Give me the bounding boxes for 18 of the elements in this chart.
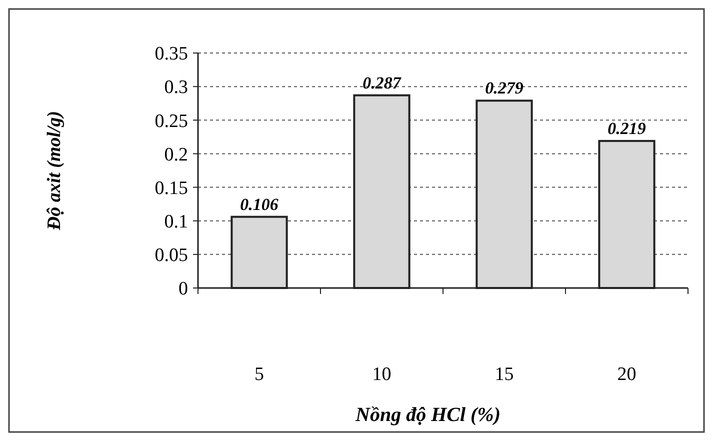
y-tick-label: 0.3 (164, 77, 188, 98)
y-axis-title: Độ axit (mol/g) (44, 110, 65, 232)
y-tick-label: 0.25 (154, 110, 188, 132)
data-label: 0.106 (240, 194, 279, 214)
data-label: 0.279 (485, 78, 524, 98)
y-tick-label: 0.05 (154, 245, 188, 266)
y-tick-label: 0 (178, 278, 188, 300)
x-tick-label: 20 (617, 364, 636, 385)
y-tick-label: 0.35 (154, 44, 188, 65)
data-label: 0.219 (608, 118, 646, 138)
data-label: 0.287 (362, 73, 402, 92)
y-tick-label: 0.15 (154, 178, 188, 199)
y-tick-label: 0.1 (164, 212, 188, 233)
x-axis-title: Nồng độ HCl (%) (354, 404, 500, 426)
x-tick-label: 5 (254, 364, 264, 385)
x-tick-label: 10 (372, 364, 392, 385)
x-tick-label: 15 (494, 364, 514, 385)
y-tick-label: 0.2 (164, 144, 188, 166)
